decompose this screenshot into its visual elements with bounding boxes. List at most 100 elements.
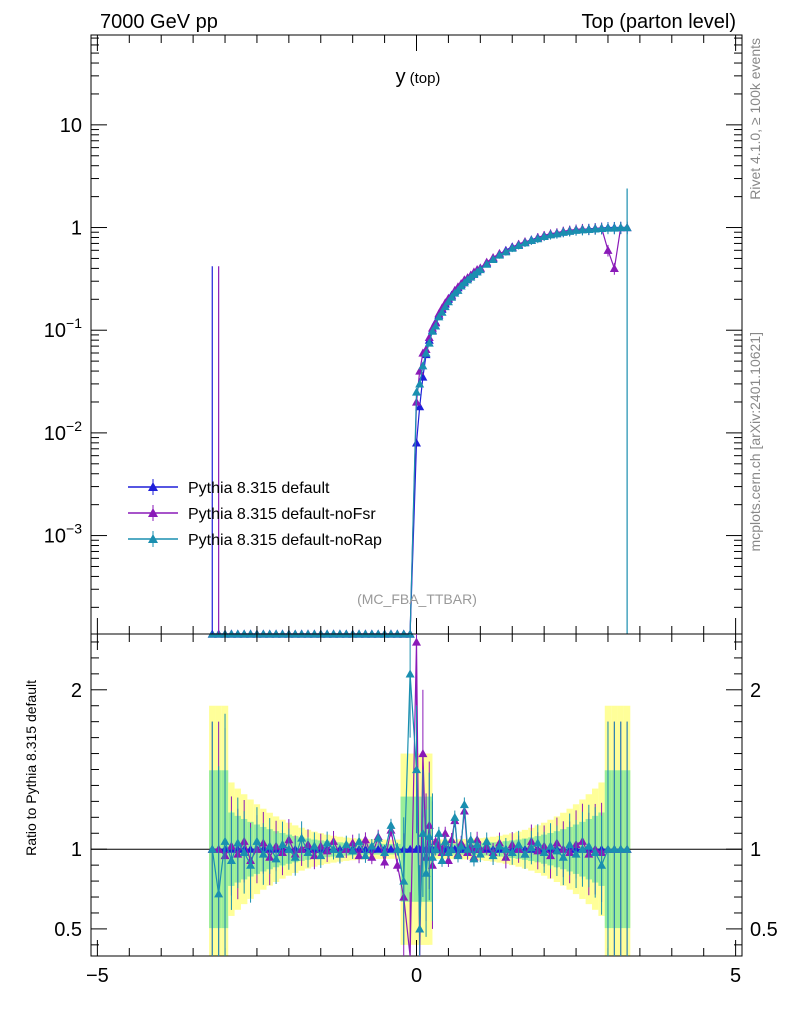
ratio-point xyxy=(418,828,428,837)
ratio-point xyxy=(392,860,402,869)
ratio-point xyxy=(590,847,600,856)
data-point xyxy=(577,225,587,234)
data-point xyxy=(475,265,485,274)
ratio-point xyxy=(603,844,613,853)
ratio-point xyxy=(415,924,425,933)
ratio-point xyxy=(447,844,457,853)
data-point xyxy=(590,224,600,233)
ratio-point xyxy=(466,835,476,844)
y-tick-exponent: −1 xyxy=(66,315,82,331)
data-point xyxy=(424,338,434,347)
ratio-point xyxy=(469,854,479,863)
y-tick-label: 10 xyxy=(60,115,82,137)
ratio-point xyxy=(558,852,568,861)
ratio-point xyxy=(520,849,530,858)
y-tick-label: 2 xyxy=(71,680,82,702)
ratio-point xyxy=(472,839,482,849)
x-tick-label: 0 xyxy=(411,965,422,987)
ratio-point xyxy=(226,855,236,864)
ratio-point xyxy=(297,833,307,842)
ratio-point xyxy=(507,847,517,856)
ratio-point xyxy=(546,841,556,850)
ratio-point xyxy=(539,847,549,856)
ratio-point xyxy=(440,828,450,837)
data-point xyxy=(558,227,568,236)
data-point xyxy=(603,223,613,232)
data-point xyxy=(415,379,425,388)
y-tick-label: 1 xyxy=(750,839,761,861)
ratio-point xyxy=(373,833,383,842)
ratio-point xyxy=(386,844,396,853)
data-point xyxy=(447,292,457,301)
data-point xyxy=(437,307,447,316)
plot-title: y (top) xyxy=(396,66,441,88)
ratio-point xyxy=(437,847,447,856)
data-point xyxy=(431,321,441,330)
side-label-rivet: Rivet 4.1.0, ≥ 100k events xyxy=(747,38,763,200)
header-left: 7000 GeV pp xyxy=(100,11,218,33)
ratio-point xyxy=(380,857,390,866)
ratio-point xyxy=(453,851,463,860)
ratio-point xyxy=(373,844,383,853)
y-tick-base: 10 xyxy=(44,320,66,342)
ratio-point xyxy=(584,841,594,850)
lower-ylabel: Ratio to Pythia 8.315 default xyxy=(23,680,39,856)
ratio-point xyxy=(616,844,626,853)
data-point xyxy=(494,250,504,259)
side-label-mcplots: mcplots.cern.ch [arXiv:2401.10621] xyxy=(747,332,763,551)
data-point xyxy=(427,326,437,335)
ratio-point xyxy=(533,838,543,847)
ratio-point xyxy=(459,800,469,809)
ratio-point xyxy=(354,851,364,860)
ratio-point xyxy=(597,860,607,869)
data-point xyxy=(520,238,530,247)
ratio-point xyxy=(412,637,421,646)
data-point xyxy=(412,387,421,396)
y-tick-base: 10 xyxy=(44,423,66,445)
ratio-point xyxy=(494,841,504,850)
legend-label: Pythia 8.315 default xyxy=(188,480,330,497)
data-point xyxy=(609,263,619,272)
ratio-point xyxy=(309,841,319,850)
y-tick-label: 10−1 xyxy=(44,315,82,342)
data-point xyxy=(565,226,575,235)
legend: Pythia 8.315 default Pythia 8.315 default… xyxy=(128,479,382,549)
ratio-point xyxy=(380,847,390,856)
y-tick-label: 0.5 xyxy=(750,919,778,941)
plot-title-sub: (top) xyxy=(410,70,441,87)
data-point xyxy=(603,245,613,254)
ratio-point xyxy=(526,843,536,852)
y-tick-label: 10−2 xyxy=(44,418,82,445)
ratio-point xyxy=(482,836,492,845)
data-point xyxy=(418,361,428,370)
data-point xyxy=(616,223,626,232)
data-point xyxy=(443,297,453,306)
data-point xyxy=(571,225,581,234)
ratio-point xyxy=(265,841,275,850)
ratio-point xyxy=(290,852,300,861)
y-tick-label: 1 xyxy=(71,839,82,861)
data-point xyxy=(453,285,463,294)
data-point xyxy=(421,348,431,357)
legend-marker xyxy=(148,482,158,491)
y-tick-exponent: −2 xyxy=(66,418,82,434)
y-tick-label: 10−3 xyxy=(44,521,82,548)
data-point xyxy=(533,234,543,243)
y-tick-label: 2 xyxy=(750,680,761,702)
ratio-point xyxy=(367,841,377,850)
ratio-point xyxy=(360,851,370,860)
y-tick-base: 10 xyxy=(44,526,66,548)
data-point xyxy=(609,223,619,232)
ratio-point xyxy=(207,844,217,853)
data-point xyxy=(440,302,450,311)
ratio-point xyxy=(348,846,358,855)
header-right: Top (parton level) xyxy=(581,11,736,33)
ratio-point xyxy=(271,854,281,863)
ratio-point xyxy=(447,835,457,844)
x-tick-label: −5 xyxy=(86,965,109,987)
ratio-point xyxy=(421,868,431,877)
ratio-point xyxy=(427,852,437,861)
y-tick-base: 1 xyxy=(71,218,82,240)
ratio-point xyxy=(405,669,415,678)
